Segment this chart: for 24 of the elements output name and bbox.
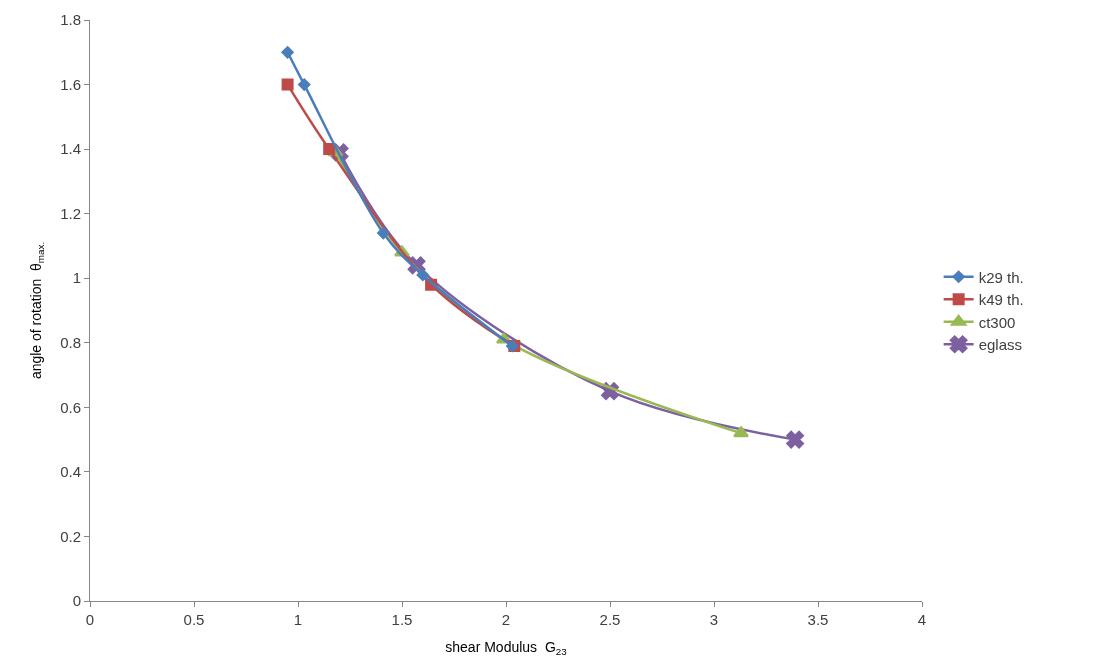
y-tick-label: 1.6 [60, 75, 81, 93]
x-axis-title: shear Modulus G$_{23}$ [445, 639, 568, 658]
y-tick-label: 1.4 [60, 140, 81, 158]
x-tick-label: 4 [917, 611, 927, 628]
y-tick-label: 0.8 [60, 334, 81, 352]
legend-label: ct300 [978, 313, 1016, 331]
y-tick-label: 1.8 [60, 11, 81, 29]
legend-label: k49 th. [978, 291, 1024, 309]
x-tick-label: 1 [293, 611, 303, 628]
y-tick-label: 0 [72, 592, 81, 610]
x-tick-label: 3 [709, 611, 719, 628]
y-tick-label: 0.4 [60, 463, 81, 481]
legend-label: k29 th. [978, 268, 1024, 286]
x-tick-label: 3.5 [807, 611, 829, 628]
y-tick-label: 0.2 [60, 527, 81, 545]
y-tick-label: 1 [72, 269, 81, 287]
x-tick-label: 0 [85, 611, 95, 628]
legend-label: eglass [978, 336, 1022, 354]
x-tick-label: 2.5 [599, 611, 621, 628]
y-tick-label: 0.6 [60, 398, 81, 416]
x-tick-label: 0.5 [183, 611, 205, 628]
x-tick-label: 2 [501, 611, 511, 628]
x-tick-label: 1.5 [391, 611, 413, 628]
y-tick-label: 1.2 [60, 204, 81, 222]
